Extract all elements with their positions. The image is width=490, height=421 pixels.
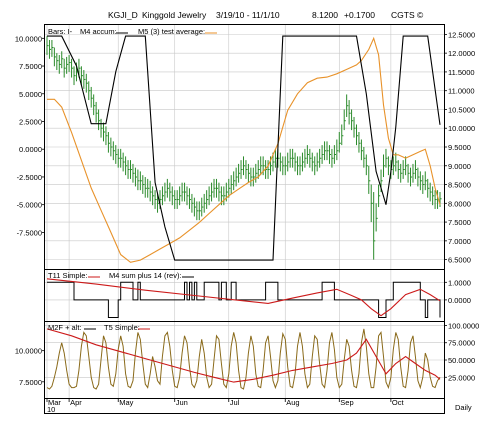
main-right-tick-label: 10.5000 [448, 105, 475, 114]
middle-right-tick-label: 0.0000 [448, 296, 471, 305]
x-period-label: Daily [455, 403, 472, 412]
bottom-right-tick-label: 25.0000 [448, 373, 475, 382]
header-source: CGTS © [391, 10, 424, 20]
header-name: Kinggold Jewelry [142, 10, 207, 20]
x-month-label: Jun [176, 398, 188, 407]
legend-m4sum-label: M4 sum plus 14 (rev): [109, 271, 182, 280]
bottom-legend: M2F + alt: T5 Simple: [48, 323, 150, 332]
m2f-oscillator-line [46, 328, 441, 390]
main-left-tick-label: 7.5000 [19, 62, 42, 71]
header-last-price: 8.1200 [312, 10, 338, 20]
main-right-tick-label: 10.0000 [448, 124, 475, 133]
main-left-tick-label: -2.5000 [17, 173, 42, 182]
bottom-left-tick-label: 10.0000 [15, 347, 42, 356]
avg-line [47, 36, 441, 263]
header-date-range: 3/19/10 - 11/1/10 [216, 10, 280, 20]
header-change: +0.1700 [344, 10, 375, 20]
x-month-label: Sep [340, 398, 353, 407]
bottom-right-tick-label: 100.0000 [448, 321, 479, 330]
main-left-tick-label: 2.5000 [19, 117, 42, 126]
t5-line [46, 328, 441, 383]
x-month-label: Mar [48, 398, 61, 407]
bottom-right-tick-label: 75.0000 [448, 339, 475, 348]
main-right-tick-label: 8.5000 [448, 181, 471, 190]
main-right-tick-label: 12.5000 [448, 30, 475, 39]
series-layer [46, 35, 442, 390]
main-right-tick-label: 12.0000 [448, 49, 475, 58]
main-right-tick-label: 9.0000 [448, 162, 471, 171]
x-month-label: Aug [286, 398, 299, 407]
legend-t5-label: T5 Simple: [104, 323, 140, 332]
main-right-tick-label: 11.5000 [448, 68, 475, 77]
main-right-tick-label: 8.0000 [448, 199, 471, 208]
legend-t11-label: T11 Simple: [48, 271, 87, 280]
middle-legend: T11 Simple: M4 sum plus 14 (rev): [48, 271, 194, 280]
main-right-tick-label: 6.5000 [448, 256, 471, 265]
grid-layer [45, 25, 444, 398]
x-axis-band [44, 398, 445, 414]
main-right-tick-label: 7.5000 [448, 218, 471, 227]
header-symbol: KGJI_D [108, 10, 138, 20]
accum-line [47, 35, 441, 261]
main-right-tick-label: 11.0000 [448, 87, 475, 96]
x-year-label: 10 [47, 405, 55, 414]
x-month-label: Oct [392, 398, 405, 407]
legend-m2f-label: M2F + alt: [48, 323, 82, 332]
bottom-right-tick-label: 50.0000 [448, 356, 475, 365]
main-left-tick-label: 5.0000 [19, 90, 42, 99]
main-right-tick-label: 9.5000 [448, 143, 471, 152]
m4-sum-step-line [47, 281, 441, 318]
main-left-tick-label: -7.5000 [17, 228, 42, 237]
main-right-tick-label: 7.0000 [448, 237, 471, 246]
main-left-tick-label: -5.0000 [17, 201, 42, 210]
x-month-label: May [119, 398, 133, 407]
middle-right-tick-label: 1.0000 [448, 278, 471, 287]
main-legend: Bars: I- M4 accum: M5 (3) test average: [48, 27, 217, 36]
axis-layer: 12.5000 12.0000 11.5000 11.0000 10.5000 10.00… [15, 30, 479, 407]
x-month-label: Apr [70, 398, 82, 407]
main-left-tick-label: 10.0000 [15, 34, 42, 43]
legend-accum-label: M4 accum: [80, 27, 117, 36]
legend-bars-label: Bars: I- [48, 27, 73, 36]
x-month-label: Jul [230, 398, 240, 407]
bottom-left-tick-label: 7.5000 [19, 378, 42, 387]
legend-avg-label: M5 (3) test average: [138, 27, 205, 36]
main-left-tick-label: 0.0000 [19, 145, 42, 154]
t11-line [46, 278, 441, 317]
